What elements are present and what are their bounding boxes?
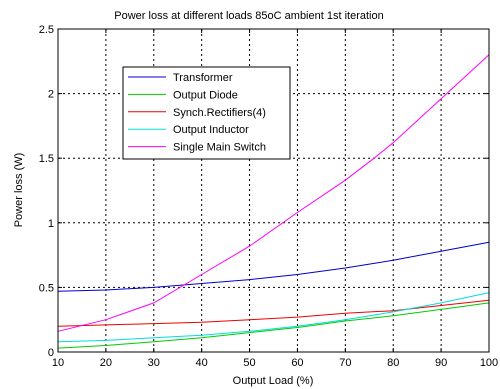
legend-label: Single Main Switch [173, 142, 266, 154]
series-line-synch-rectifiers-4 [57, 299, 490, 327]
series-line-output-inductor [57, 292, 490, 343]
y-tick-labels: 0 0.5 1 1.5 2 2.5 [39, 24, 54, 359]
x-tick-label: 40 [196, 357, 208, 369]
x-tick-label: 20 [100, 357, 112, 369]
x-tick-label: 70 [339, 357, 351, 369]
x-axis-label: Output Load (%) [233, 375, 314, 387]
legend: Transformer Output Diode Synch.Rectifiers(… [122, 66, 291, 160]
x-tick-label: 100 [480, 357, 498, 369]
x-tick-label: 60 [291, 357, 303, 369]
series-line-transformer [57, 241, 490, 292]
y-tick-label: 0 [48, 347, 54, 359]
y-axis-label: Power loss (W) [13, 153, 25, 228]
tick-marks [57, 28, 490, 353]
series-line-single-main-switch [57, 54, 490, 332]
y-tick-label: 1.5 [39, 153, 54, 165]
x-tick-label: 90 [435, 357, 447, 369]
x-tick-label: 30 [148, 357, 160, 369]
chart-title: Power loss at different loads 85oC ambie… [114, 10, 383, 22]
y-tick-label: 2 [48, 89, 54, 101]
x-tick-labels: 10 20 30 40 50 60 70 80 90 100 [52, 357, 498, 369]
legend-label: Output Diode [173, 89, 238, 101]
y-tick-label: 2.5 [39, 24, 54, 36]
x-tick-label: 10 [52, 357, 64, 369]
x-tick-label: 50 [243, 357, 255, 369]
y-tick-label: 0.5 [39, 282, 54, 294]
y-tick-label: 1 [48, 218, 54, 230]
series-line-output-diode [57, 302, 490, 349]
legend-box [122, 66, 291, 160]
series-lines [57, 54, 490, 349]
legend-label: Synch.Rectifiers(4) [173, 107, 266, 119]
x-tick-label: 80 [387, 357, 399, 369]
legend-label: Output Inductor [173, 124, 249, 136]
legend-label: Transformer [173, 72, 233, 84]
plot-border [57, 28, 490, 353]
